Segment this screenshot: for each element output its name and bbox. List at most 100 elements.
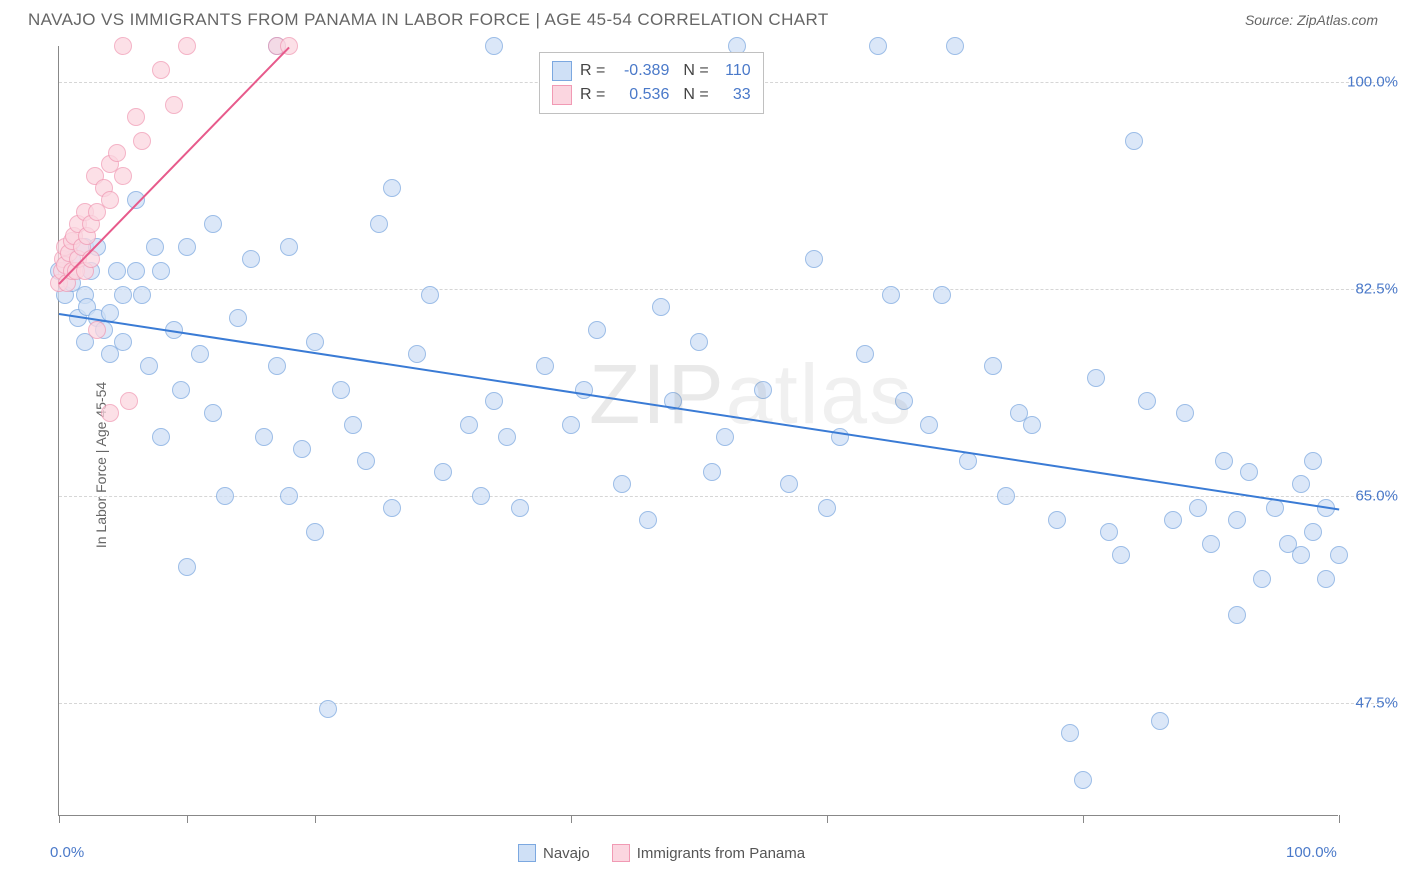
scatter-point [652, 298, 670, 316]
scatter-point [204, 215, 222, 233]
scatter-point [216, 487, 234, 505]
scatter-point [1202, 535, 1220, 553]
scatter-point [114, 286, 132, 304]
scatter-point [152, 61, 170, 79]
scatter-point [1189, 499, 1207, 517]
x-tick [1339, 815, 1340, 823]
scatter-point [1176, 404, 1194, 422]
scatter-point [127, 262, 145, 280]
correlation-legend: R = -0.389 N = 110 R = 0.536 N = 33 [539, 52, 764, 114]
scatter-point [165, 96, 183, 114]
scatter-point [460, 416, 478, 434]
scatter-point [146, 238, 164, 256]
scatter-point [178, 238, 196, 256]
scatter-point [882, 286, 900, 304]
scatter-point [920, 416, 938, 434]
y-tick-label: 65.0% [1355, 488, 1398, 505]
scatter-point [127, 108, 145, 126]
legend-row-navajo: R = -0.389 N = 110 [552, 59, 751, 83]
legend-row-panama: R = 0.536 N = 33 [552, 83, 751, 107]
scatter-point [1240, 463, 1258, 481]
x-axis-max-label: 100.0% [1286, 844, 1337, 861]
scatter-point [1100, 523, 1118, 541]
scatter-point [780, 475, 798, 493]
scatter-point [1292, 475, 1310, 493]
scatter-point [754, 381, 772, 399]
scatter-point [408, 345, 426, 363]
scatter-point [1151, 712, 1169, 730]
scatter-point [178, 37, 196, 55]
scatter-point [1228, 606, 1246, 624]
scatter-point [703, 463, 721, 481]
scatter-point [114, 167, 132, 185]
scatter-point [613, 475, 631, 493]
scatter-point [1061, 724, 1079, 742]
x-tick [59, 815, 60, 823]
scatter-point [101, 191, 119, 209]
scatter-point [114, 37, 132, 55]
scatter-point [1330, 546, 1348, 564]
scatter-point [280, 487, 298, 505]
scatter-point [1074, 771, 1092, 789]
x-tick [1083, 815, 1084, 823]
scatter-point [690, 333, 708, 351]
chart-title: NAVAJO VS IMMIGRANTS FROM PANAMA IN LABO… [28, 10, 829, 30]
source-link[interactable]: ZipAtlas.com [1297, 12, 1378, 28]
scatter-point [1125, 132, 1143, 150]
scatter-point [984, 357, 1002, 375]
scatter-point [1215, 452, 1233, 470]
scatter-point [1048, 511, 1066, 529]
legend-swatch [552, 61, 572, 81]
scatter-point [485, 37, 503, 55]
scatter-point [383, 179, 401, 197]
scatter-point [108, 144, 126, 162]
legend-swatch [518, 844, 536, 862]
scatter-point [152, 428, 170, 446]
x-tick [187, 815, 188, 823]
scatter-point [639, 511, 657, 529]
scatter-plot: ZIPatlas R = -0.389 N = 110 R = 0.536 N … [58, 46, 1338, 816]
scatter-point [152, 262, 170, 280]
scatter-point [1304, 523, 1322, 541]
scatter-point [280, 238, 298, 256]
scatter-point [383, 499, 401, 517]
scatter-point [344, 416, 362, 434]
x-axis-min-label: 0.0% [50, 844, 84, 861]
scatter-point [895, 392, 913, 410]
scatter-point [562, 416, 580, 434]
x-tick [827, 815, 828, 823]
scatter-point [511, 499, 529, 517]
scatter-point [172, 381, 190, 399]
scatter-point [421, 286, 439, 304]
scatter-point [856, 345, 874, 363]
scatter-point [1023, 416, 1041, 434]
scatter-point [101, 404, 119, 422]
scatter-point [133, 286, 151, 304]
scatter-point [370, 215, 388, 233]
scatter-point [1087, 369, 1105, 387]
scatter-point [306, 333, 324, 351]
scatter-point [1317, 570, 1335, 588]
scatter-point [357, 452, 375, 470]
y-tick-label: 100.0% [1347, 73, 1398, 90]
scatter-point [1304, 452, 1322, 470]
y-tick-label: 47.5% [1355, 695, 1398, 712]
scatter-point [933, 286, 951, 304]
scatter-point [1138, 392, 1156, 410]
scatter-point [1164, 511, 1182, 529]
source-attribution: Source: ZipAtlas.com [1245, 12, 1378, 28]
scatter-point [997, 487, 1015, 505]
scatter-point [108, 262, 126, 280]
scatter-point [536, 357, 554, 375]
series-legend: Navajo Immigrants from Panama [518, 844, 805, 862]
scatter-point [120, 392, 138, 410]
scatter-point [1112, 546, 1130, 564]
scatter-point [716, 428, 734, 446]
y-tick-label: 82.5% [1355, 280, 1398, 297]
scatter-point [1253, 570, 1271, 588]
scatter-point [140, 357, 158, 375]
scatter-point [869, 37, 887, 55]
scatter-point [434, 463, 452, 481]
scatter-point [1292, 546, 1310, 564]
scatter-point [306, 523, 324, 541]
